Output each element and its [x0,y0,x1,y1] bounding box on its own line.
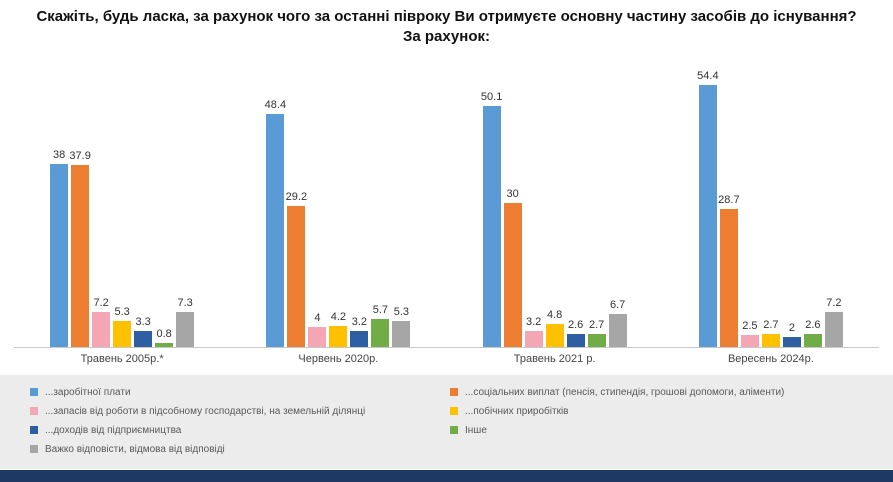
legend: ...заробітної плати ...запасів від роботи… [0,374,893,469]
legend-column-right: ...соціальних виплат (пенсія, стипендія,… [450,383,883,459]
bar-other: 0.8 [155,328,174,347]
bar-value-label: 2.6 [805,319,821,331]
bar-wage: 38 [50,149,69,347]
bar-value-label: 4 [314,312,321,325]
bar-value-label: 38 [53,149,66,162]
legend-item: ...соціальних виплат (пенсія, стипендія,… [450,383,883,402]
bar-value-label: 5.7 [372,304,389,317]
bar-value-label: 48.4 [264,99,287,112]
legend-swatch [30,407,38,415]
bar-social: 30 [503,188,522,347]
bar-value-label: 4.2 [330,311,347,324]
category-label: Травень 2005р.* [80,352,164,365]
bar-value-label: 30 [506,187,519,200]
legend-label: Інше [465,424,487,436]
legend-item: Інше [450,421,883,440]
legend-swatch [450,388,458,396]
bar-social: 29.2 [286,191,307,347]
bar-value-label: 7.2 [93,296,109,309]
bar-value-label: 3.2 [525,316,542,329]
bar-wage: 54.4 [697,70,719,347]
chart-title-line2: За рахунок: [402,28,490,46]
bar-side-income: 5.3 [113,306,132,347]
legend-label: ...соціальних виплат (пенсія, стипендія,… [465,386,785,398]
category-axis: Травень 2005р.* Червень 2020р. Травень 202… [14,353,879,365]
bar-wage: 50.1 [481,91,502,347]
bar-hard-to-say: 7.2 [824,297,843,347]
bar-hard-to-say: 6.7 [608,299,627,347]
bar-value-label: 7.2 [826,296,842,309]
bar-value-label: 5.3 [114,306,130,319]
legend-label: Важко відповісти, відмова від відповіді [45,443,225,455]
legend-item: ...запасів від роботи в підсобному госпо… [30,402,450,421]
bar-value-label: 5.3 [393,306,410,319]
bar-hard-to-say: 7.3 [176,297,195,347]
bar-group: 54.4 28.7 2.5 2.7 2 2.6 7.2 [663,60,879,347]
bar-value-label: 0.8 [156,327,172,340]
bar-value-label: 2 [788,321,795,334]
bar-value-label: 3.3 [135,315,151,328]
bar-household: 3.2 [524,316,543,347]
category-label: Вересень 2024р. [727,352,814,365]
bar-value-label: 37.9 [69,149,91,162]
bar-value-label: 6.7 [609,299,626,312]
legend-swatch [450,407,458,415]
bar-value-label: 29.2 [285,191,308,204]
legend-item: ...побічних приробітків [450,402,883,421]
bar-group: 50.1 30 3.2 4.8 2.6 2.7 6.7 [447,60,663,347]
legend-item: ...доходів від підприємництва [30,421,450,440]
bar-value-label: 7.3 [177,296,193,309]
legend-swatch [30,388,38,396]
legend-column-left: ...заробітної плати ...запасів від роботи… [30,383,450,459]
bar-household: 4 [308,312,327,347]
bar-business: 3.3 [134,316,153,347]
bar-value-label: 2.7 [763,318,779,331]
legend-label: ...доходів від підприємництва [45,424,182,436]
bar-value-label: 28.7 [718,193,740,206]
bar-value-label: 2.6 [567,319,584,331]
bar-side-income: 2.7 [761,319,780,347]
bar-side-income: 4.8 [545,309,564,347]
bar-value-label: 54.4 [697,70,719,83]
legend-label: ...запасів від роботи в підсобному госпо… [45,405,366,417]
legend-item: ...заробітної плати [30,383,450,402]
legend-swatch [450,426,458,434]
chart-title: Скажіть, будь ласка, за рахунок чого за … [0,0,893,48]
bar-group: 48.4 29.2 4 4.2 3.2 5.7 5.3 [230,60,446,347]
bar-other: 2.7 [587,319,606,347]
bar-side-income: 4.2 [329,311,348,347]
legend-label: ...заробітної плати [45,386,131,398]
bar-social: 37.9 [69,150,91,347]
bar-value-label: 2.5 [742,319,758,332]
legend-swatch [30,445,38,453]
legend-label: ...побічних приробітків [465,405,569,417]
bar-business: 2 [782,322,801,347]
legend-item: Важко відповісти, відмова від відповіді [30,440,450,459]
bar-business: 3.2 [350,316,369,347]
bar-business: 2.6 [566,319,585,347]
bar-value-label: 3.2 [351,316,368,329]
category-label: Червень 2020р. [298,352,379,365]
bar-value-label: 4.8 [546,308,563,321]
category-label: Травень 2021 р. [513,352,596,365]
bar-social: 28.7 [718,194,740,347]
bar-hard-to-say: 5.3 [392,306,411,347]
bar-chart: 38 37.9 7.2 5.3 3.3 0.8 7.3 48.4 29.2 4 4.2 3.2 5.7 5… [14,60,879,365]
bar-other: 5.7 [371,304,390,347]
bar-other: 2.6 [803,319,822,347]
plot-area: 38 37.9 7.2 5.3 3.3 0.8 7.3 48.4 29.2 4 4.2 3.2 5.7 5… [14,60,879,348]
bar-household: 2.5 [740,320,759,347]
bar-household: 7.2 [92,297,111,347]
bar-group: 38 37.9 7.2 5.3 3.3 0.8 7.3 [14,60,230,347]
bar-value-label: 50.1 [480,91,503,103]
chart-title-line1: Скажіть, будь ласка, за рахунок чого за … [36,8,857,25]
legend-swatch [30,426,38,434]
footer-bar [0,470,893,482]
bar-wage: 48.4 [265,99,286,347]
bar-value-label: 2.7 [588,318,605,331]
